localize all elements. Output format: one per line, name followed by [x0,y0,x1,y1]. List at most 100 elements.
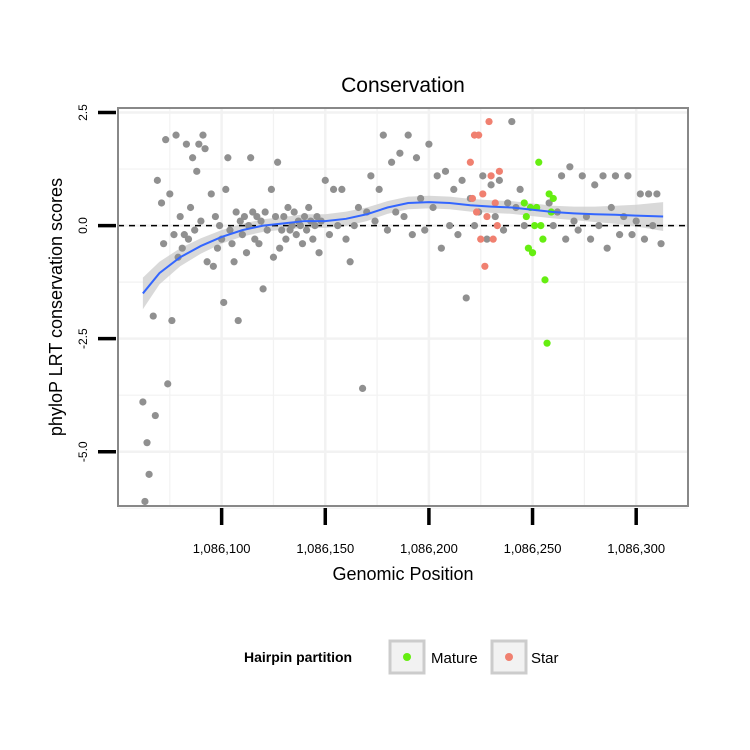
point-other [640,235,649,243]
point-other [458,176,466,184]
point-other [186,203,195,212]
point-mature [535,158,543,166]
point-other [288,221,296,230]
point-other [624,172,632,180]
y-tick-label: -5.0 [76,441,90,462]
point-mature [522,212,530,221]
point-other [504,199,512,207]
point-other [189,154,197,162]
point-other [311,221,319,230]
point-other [653,190,661,198]
grid-lines [118,108,689,509]
point-other [276,244,284,252]
point-other [215,221,224,230]
point-other [282,235,290,243]
point-other [234,316,242,325]
point-other [195,140,203,148]
point-other [278,226,286,234]
y-tick-label: 2.5 [76,104,90,121]
point-other [446,221,454,230]
point-other [211,212,220,221]
point-other [636,190,644,198]
point-other [479,172,487,180]
point-other [242,249,251,257]
point-other [329,185,338,194]
point-other [334,221,342,230]
point-star [495,167,503,175]
point-other [191,226,199,234]
point-other [170,231,178,239]
point-other [184,235,193,243]
point-other [193,167,201,175]
point-other [164,380,172,388]
point-other [628,231,636,239]
point-other [232,208,240,216]
x-tick-label: 1,086,200 [400,541,458,556]
point-other [392,208,400,216]
point-other [367,172,375,180]
legend-label-mature: Mature [431,650,478,667]
point-other [570,217,578,225]
point-other [228,240,236,248]
point-other [303,226,311,234]
point-other [371,217,379,225]
point-other [404,131,412,139]
point-other [240,212,249,221]
point-other [257,217,265,225]
point-mature [528,249,537,257]
x-axis-title: Genomic Position [332,564,473,584]
legend-label-star: Star [531,650,559,667]
point-star [477,235,485,243]
point-other [421,226,429,234]
point-other [383,226,392,234]
point-other [292,231,300,239]
loess-smooth-line [142,201,664,295]
point-other [290,208,298,216]
point-other [425,140,433,148]
point-other [632,217,640,225]
point-other [412,154,421,162]
point-other [400,212,408,221]
point-mature [543,339,551,347]
point-other [226,226,234,234]
point-other [379,131,387,139]
point-other [350,221,358,230]
point-other [203,258,211,266]
point-other [603,244,611,252]
point-other [495,176,503,184]
point-other [437,244,445,252]
point-other [645,190,653,198]
point-other [168,316,176,325]
point-other [657,240,665,248]
point-other [263,226,271,234]
point-other [222,185,230,194]
point-other [151,411,159,420]
point-other [408,231,416,239]
point-other [599,172,607,180]
point-other [562,235,570,243]
point-other [298,240,307,248]
point-other [162,136,170,144]
y-tick-label: 0.0 [76,217,90,234]
point-star [468,194,477,203]
point-mature [520,199,528,207]
point-other [182,140,190,148]
point-other [213,244,222,252]
plot-border [117,107,689,507]
point-other [178,244,186,252]
point-other [149,312,157,320]
point-other [607,203,615,212]
point-other [143,439,151,447]
point-mature [541,276,549,284]
point-other [462,294,470,302]
point-other [586,235,595,243]
point-other [220,298,228,307]
point-other [141,497,149,506]
point-other [325,231,334,239]
legend: Hairpin partition Mature Star [244,639,559,675]
point-other [160,240,168,248]
y-axis-title: phyloP LRT conservation scores [46,178,66,436]
point-other [342,235,350,243]
point-other [145,470,153,478]
